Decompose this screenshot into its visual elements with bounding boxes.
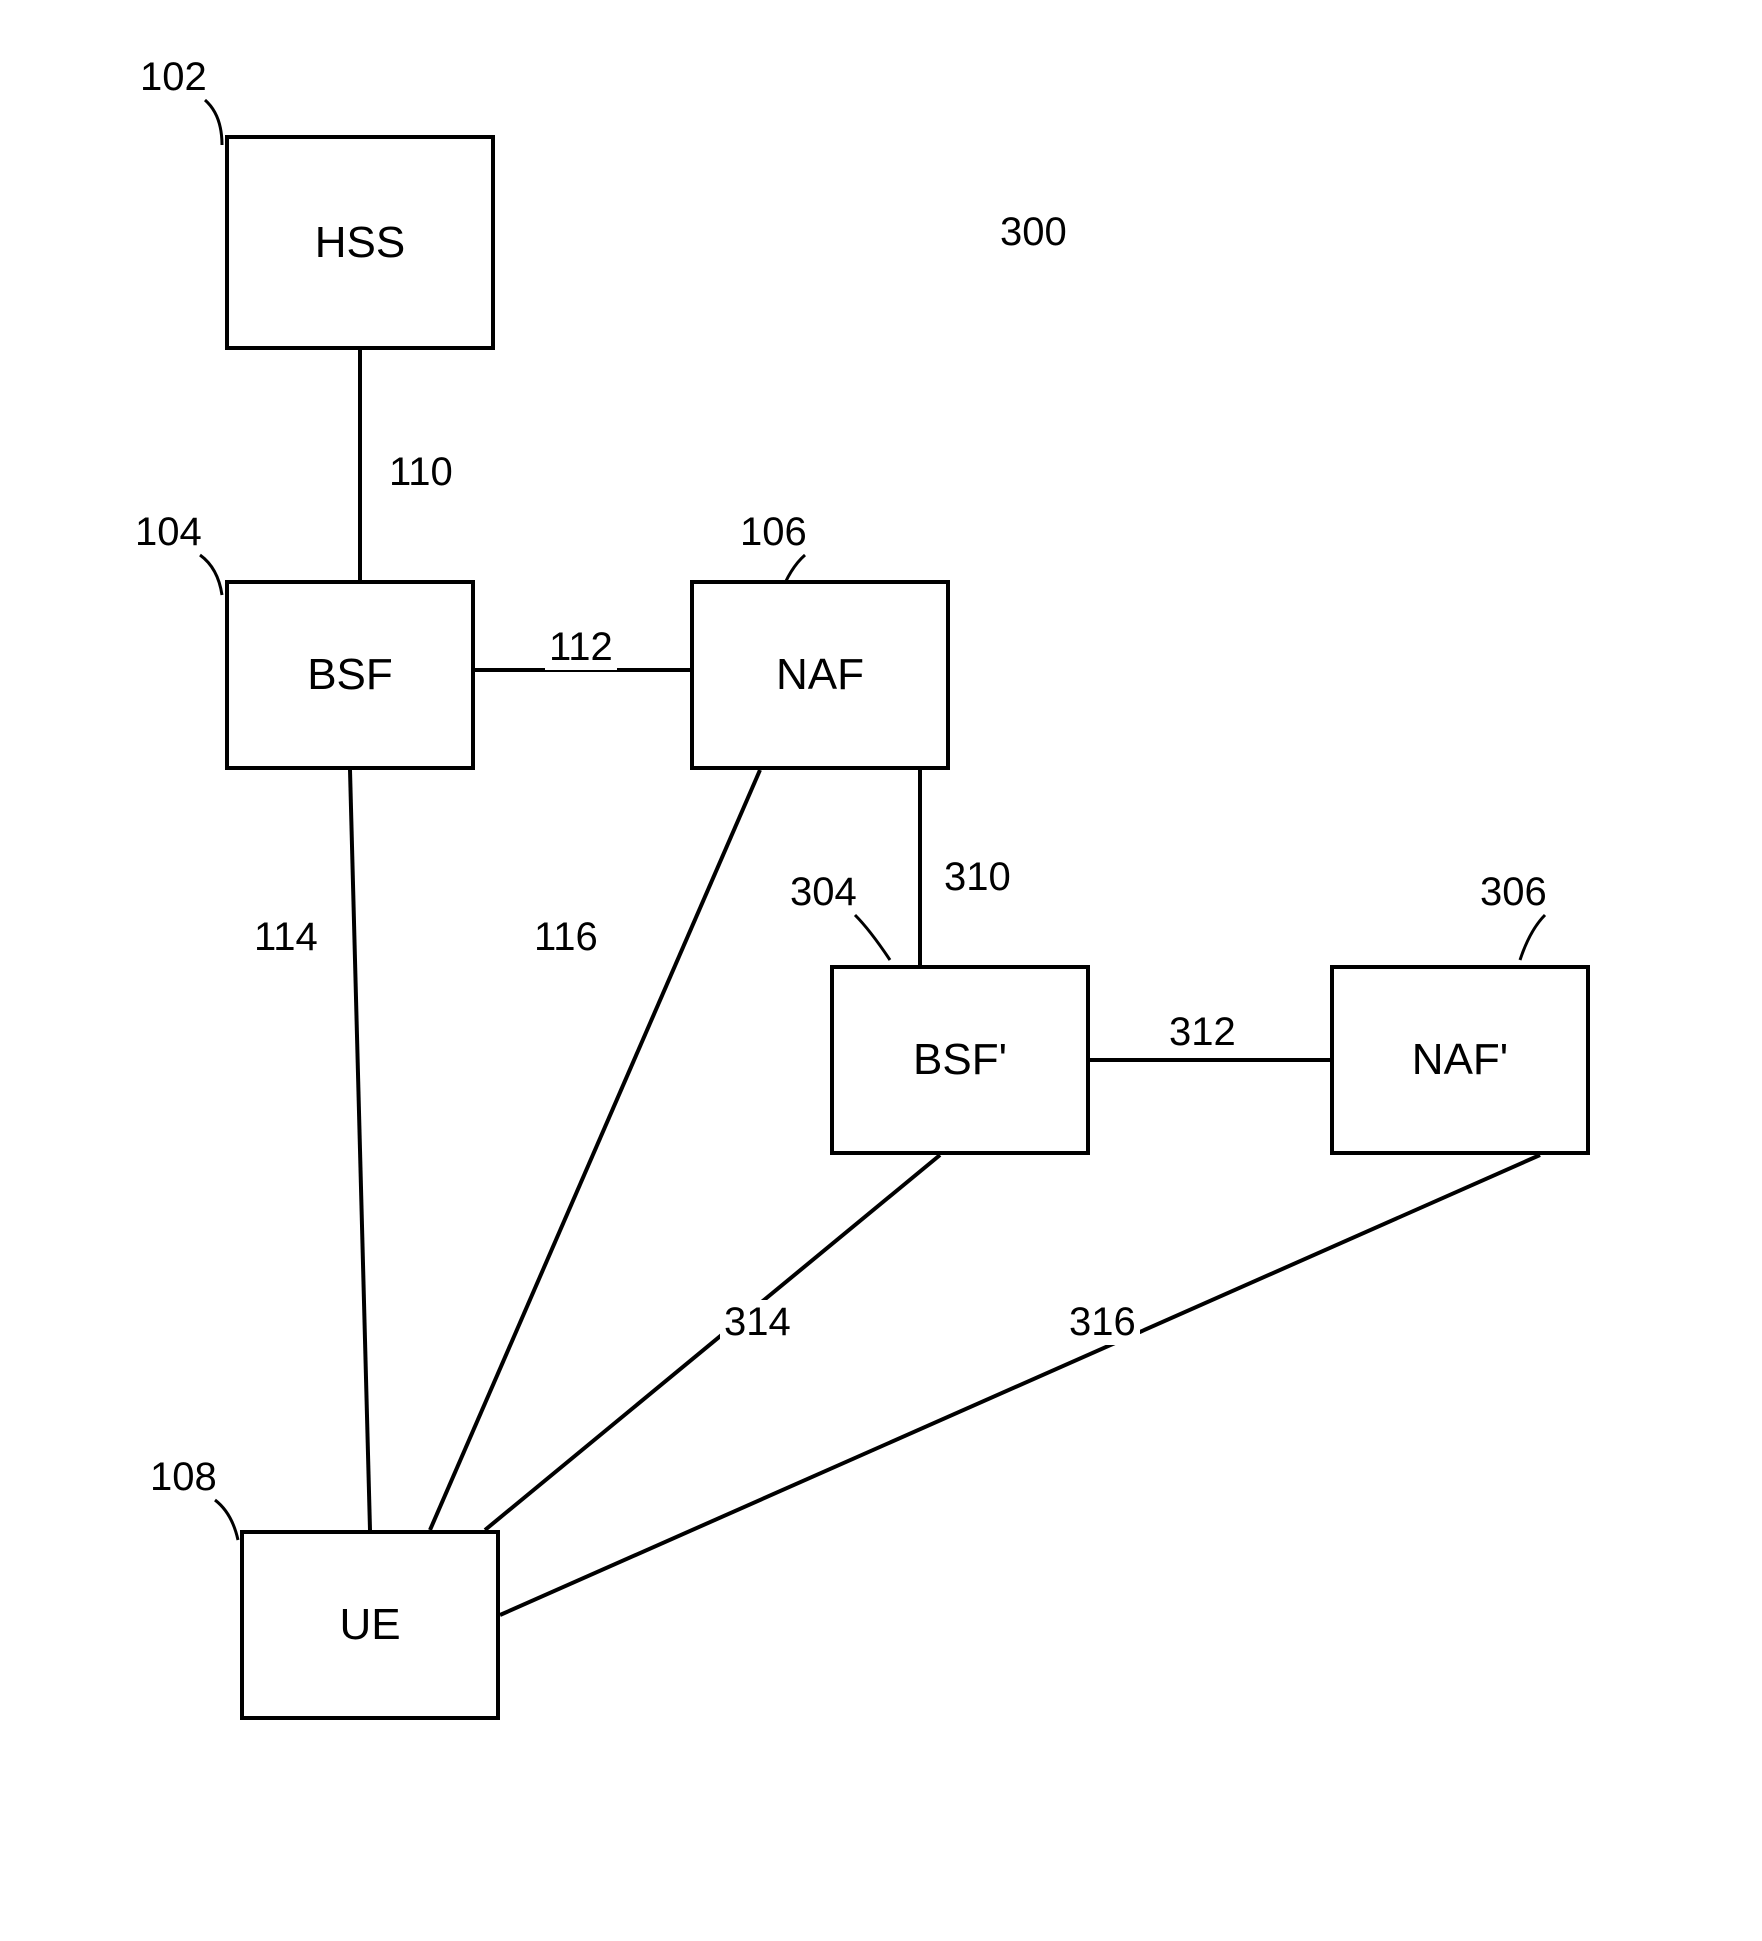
node-naf-prime: NAF'	[1330, 965, 1590, 1155]
node-naf: NAF	[690, 580, 950, 770]
edge-text: 110	[389, 450, 453, 494]
node-ue-label: UE	[339, 1600, 400, 1650]
ref-text: 304	[790, 870, 857, 914]
edge-text: 112	[549, 625, 613, 669]
ref-label-104: 104	[135, 510, 202, 555]
edge-text: 116	[534, 915, 598, 959]
node-bsf-label: BSF	[307, 650, 393, 700]
edge-text: 310	[944, 855, 1011, 899]
node-naf-prime-label: NAF'	[1412, 1035, 1508, 1085]
ref-text: 102	[140, 55, 207, 99]
ref-text: 104	[135, 510, 202, 554]
ref-label-300: 300	[1000, 210, 1067, 255]
edge-text: 314	[724, 1300, 791, 1344]
node-bsf-prime-label: BSF'	[913, 1035, 1007, 1085]
edge-label-312: 312	[1165, 1010, 1240, 1055]
edge-text: 312	[1169, 1010, 1236, 1054]
node-hss: HSS	[225, 135, 495, 350]
node-bsf-prime: BSF'	[830, 965, 1090, 1155]
ref-label-304: 304	[790, 870, 857, 915]
node-naf-label: NAF	[776, 650, 864, 700]
edge-label-314: 314	[720, 1300, 795, 1345]
ref-text: 108	[150, 1455, 217, 1499]
ref-text: 300	[1000, 210, 1067, 254]
node-bsf: BSF	[225, 580, 475, 770]
edge-label-116: 116	[530, 915, 602, 960]
ref-label-106: 106	[740, 510, 807, 555]
diagram-container: HSS BSF NAF BSF' NAF' UE 102 104 106 304…	[0, 0, 1762, 1941]
edge-label-110: 110	[385, 450, 457, 495]
ref-label-108: 108	[150, 1455, 217, 1500]
node-ue: UE	[240, 1530, 500, 1720]
edge-label-112: 112	[545, 625, 617, 670]
ref-label-306: 306	[1480, 870, 1547, 915]
edge-label-316: 316	[1065, 1300, 1140, 1345]
ref-label-102: 102	[140, 55, 207, 100]
node-hss-label: HSS	[315, 218, 405, 268]
edge-text: 316	[1069, 1300, 1136, 1344]
ref-text: 106	[740, 510, 807, 554]
edge-text: 114	[254, 915, 318, 959]
edge-label-114: 114	[250, 915, 322, 960]
edge-label-310: 310	[940, 855, 1015, 900]
ref-text: 306	[1480, 870, 1547, 914]
